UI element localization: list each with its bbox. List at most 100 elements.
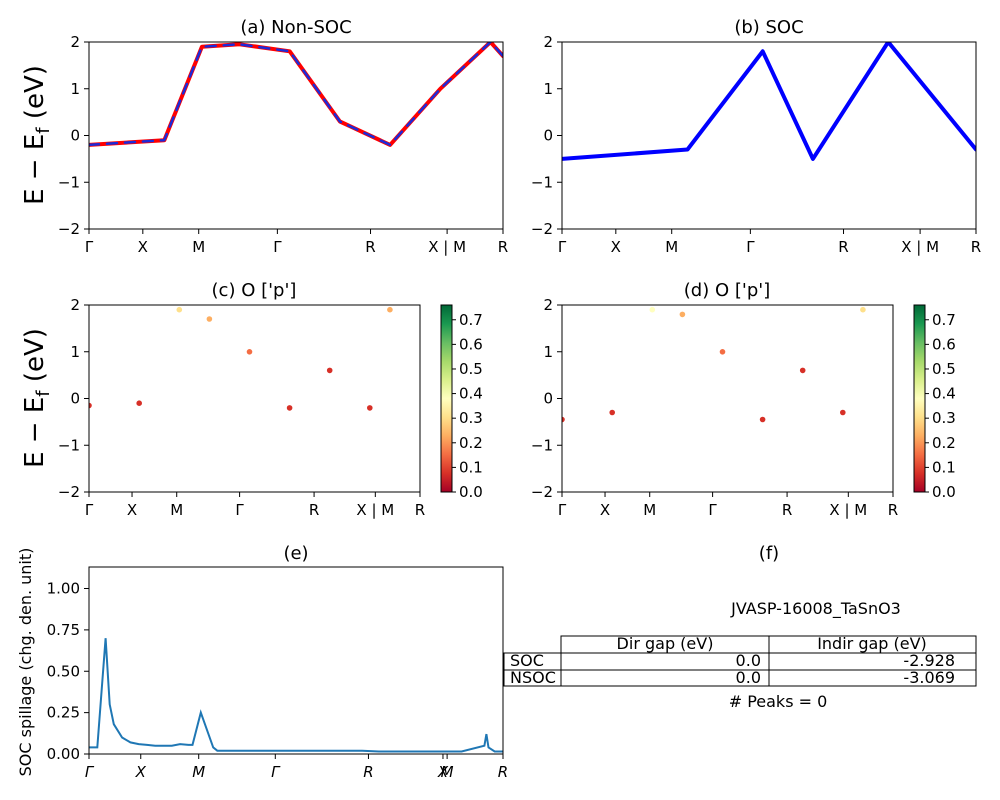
x-tick-label: X | M (356, 501, 394, 519)
y-tick-label: −1 (58, 173, 80, 191)
panel-a-title: (a) Non-SOC (240, 17, 351, 38)
x-tick-label: Γ (558, 501, 567, 519)
x-tick-label: Γ (708, 501, 717, 519)
x-tick-label: R (498, 238, 508, 256)
y-tick-label: 0.75 (47, 621, 80, 639)
colorbars: 0.7 0.6 0.5 0.4 0.3 0.2 0.1 0.0 0.7 0.6 0.5 0.4 0.3 0… (440, 304, 956, 501)
gap-table: Dir gap (eV) Indir gap (eV) SOC 0.0 -2.9… (503, 634, 977, 687)
y-tick-label: −2 (531, 220, 553, 238)
y-tick-label: 2 (543, 33, 553, 51)
x-tick-label: R (971, 238, 981, 256)
y-tick-label: 2 (543, 296, 553, 314)
x-tick-label: X (600, 501, 610, 519)
colorbar-tick-label: 0.3 (932, 409, 956, 427)
y-tick-label: −1 (531, 436, 553, 454)
y-tick-label: 0.25 (47, 704, 80, 722)
y-tick-label: 0.00 (47, 745, 80, 763)
x-tick-label: M (192, 763, 205, 781)
colorbar-tick-label: 0.2 (459, 434, 483, 452)
colorbar-tick-label: 0.1 (932, 458, 956, 476)
y-tick-label: 1 (70, 80, 80, 98)
scatter-point (840, 409, 846, 416)
panel-c-plot: 2 1 0 −1 −2 Γ X M Γ R X | M R (58, 296, 425, 519)
x-tick-label: R (782, 501, 792, 519)
y-tick-label: −1 (531, 173, 553, 191)
y-tick-label: 0 (543, 127, 553, 145)
colorbar-tick-label: 0.4 (459, 385, 483, 403)
scatter-points (562, 306, 866, 423)
axes-frame (561, 41, 977, 230)
colorbar (440, 304, 453, 493)
scatter-point (719, 349, 726, 355)
colorbar-tick-label: 0.5 (459, 360, 483, 378)
y-tick-label: 2 (70, 296, 80, 314)
scatter-point (326, 367, 333, 374)
y-tick-label: 1 (543, 80, 553, 98)
scatter-point (206, 316, 213, 322)
colorbar-tick-label: 0.7 (459, 311, 483, 329)
scatter-point (679, 311, 686, 318)
x-tick-label: Γ (85, 763, 95, 781)
y-tick-label: 1.00 (47, 580, 80, 598)
x-tick-label: X (437, 763, 449, 781)
colorbar-tick-label: 0.6 (932, 335, 956, 353)
table-cell-indir: -2.928 (903, 651, 955, 670)
panel-f-title: (f) (759, 543, 779, 564)
colorbar-tick-label: 0.6 (459, 335, 483, 353)
panel-e-title: (e) (283, 543, 308, 564)
y-tick-label: 0 (70, 390, 80, 408)
x-tick-label: M (170, 501, 183, 519)
y-tick-label: 0 (70, 127, 80, 145)
colorbar-tick-label: 0.1 (459, 458, 483, 476)
x-tick-label: Γ (271, 763, 281, 781)
x-tick-label: R (415, 501, 425, 519)
panel-d-plot: 2 1 0 −1 −2 Γ X M Γ R X | M R (531, 296, 898, 519)
scatter-point (759, 416, 766, 423)
panel-b-title: (b) SOC (734, 17, 803, 38)
x-tick-label: M (665, 238, 678, 256)
band-ylabel-top: E − Ef (eV) (20, 65, 54, 205)
axes-frame (88, 41, 504, 230)
panel-d-title: (d) O ['p'] (684, 280, 770, 301)
x-tick-label: R (498, 763, 508, 781)
x-tick-label: R (309, 501, 319, 519)
x-tick-label: X | M (901, 238, 939, 256)
colorbar-tick-label: 0.4 (932, 385, 956, 403)
x-tick-label: R (365, 238, 375, 256)
x-tick-label: M (192, 238, 205, 256)
band-line (562, 42, 976, 161)
scatter-point (176, 306, 183, 313)
panel-a-series (89, 42, 503, 147)
panel-e-plot: 1.000.750.500.250.00Γ X M Γ R XM R (47, 566, 508, 781)
scatter-point (246, 349, 253, 355)
x-tick-label: Γ (558, 238, 567, 256)
x-tick-label: X (135, 763, 147, 781)
y-tick-label: 2 (70, 33, 80, 51)
y-tick-label: −2 (531, 483, 553, 501)
colorbar-tick-label: 0.0 (932, 483, 956, 501)
x-tick-label: M (643, 501, 656, 519)
y-tick-label: 0.50 (47, 662, 80, 680)
table-cell-dir: 0.0 (736, 668, 761, 687)
band-line (89, 42, 503, 147)
colorbar-tick-label: 0.7 (932, 311, 956, 329)
panel-b-series (562, 42, 976, 161)
table-header-indir: Indir gap (eV) (817, 634, 927, 653)
axes-frame (88, 566, 504, 755)
x-tick-label: R (838, 238, 848, 256)
table-row-label: NSOC (510, 668, 556, 687)
table-row-label: SOC (510, 651, 544, 670)
scatter-point (136, 400, 142, 407)
scatter-point (286, 405, 293, 411)
colorbar-tick-label: 0.0 (459, 483, 483, 501)
scatter-point (367, 405, 373, 411)
table-cell-dir: 0.0 (736, 651, 761, 670)
x-tick-label: X (138, 238, 148, 256)
spillage-ylabel: SOC spillage (chg. den. unit) (16, 548, 35, 777)
x-tick-label: M (441, 763, 454, 781)
colorbar-tick-label: 0.5 (932, 360, 956, 378)
y-tick-label: −2 (58, 483, 80, 501)
band-line (89, 42, 503, 147)
x-tick-label: Γ (273, 238, 282, 256)
